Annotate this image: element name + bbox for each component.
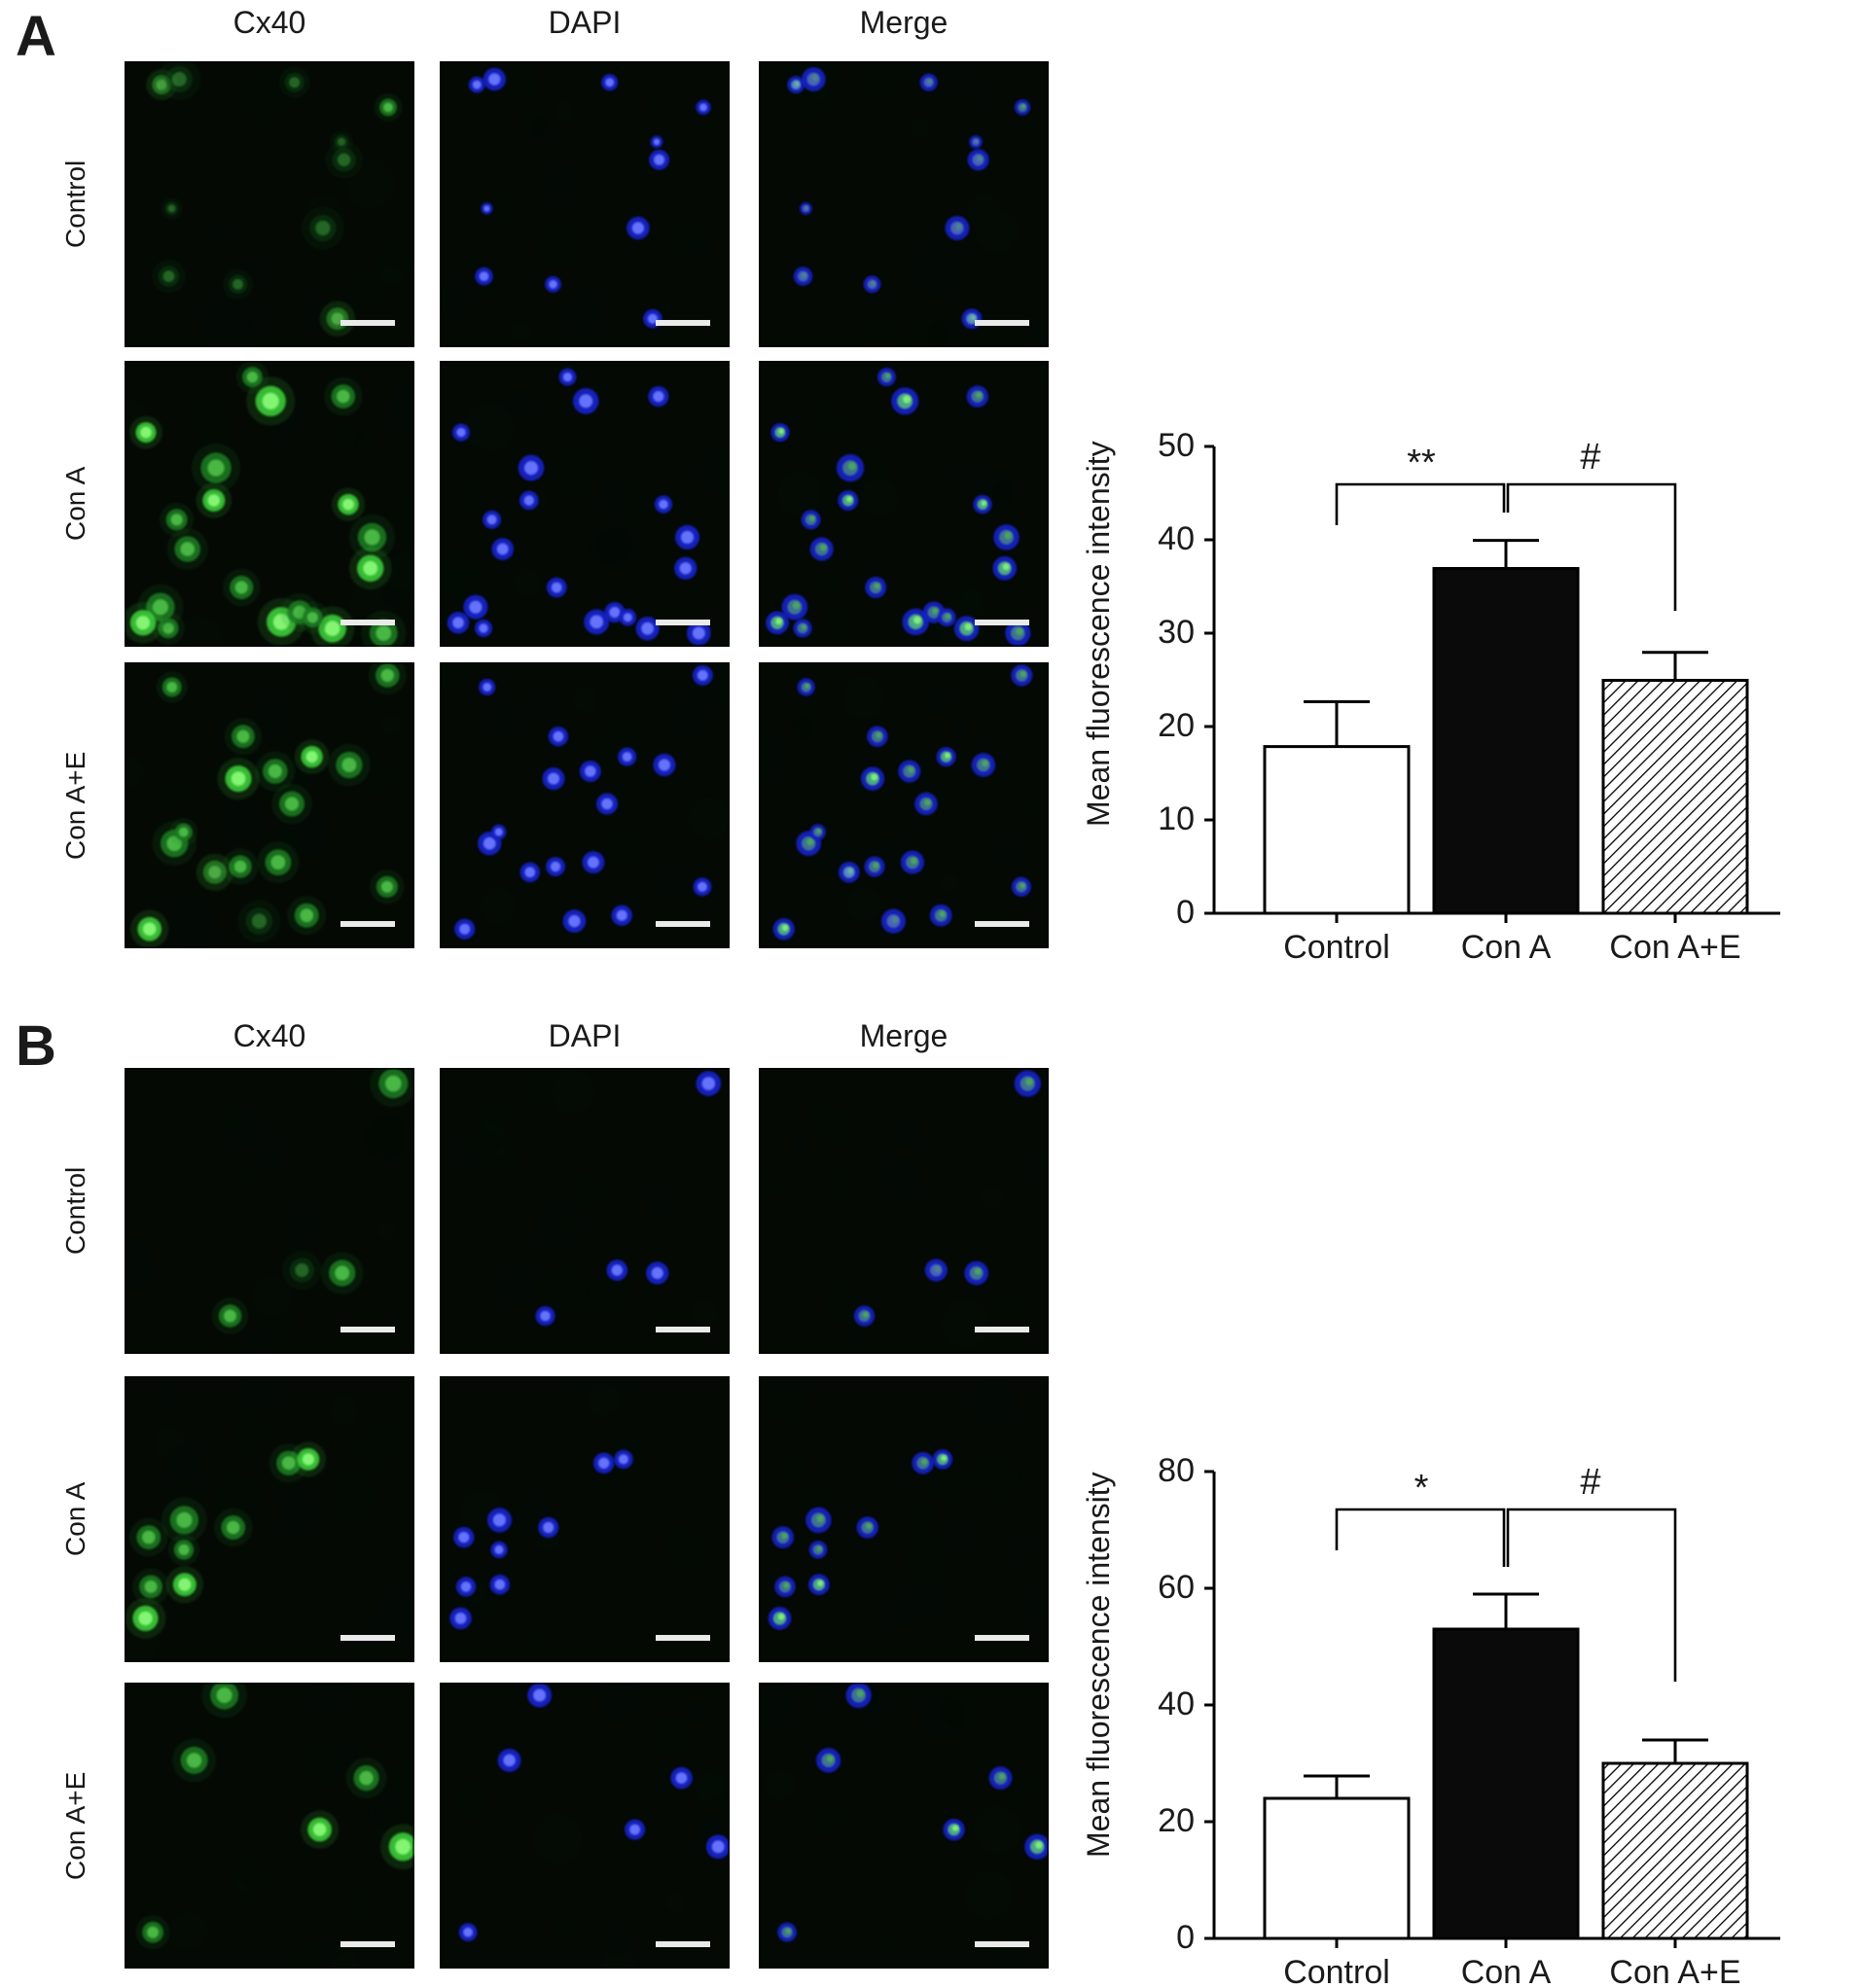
svg-text:Mean fluorescence intensity: Mean fluorescence intensity [1081, 1472, 1116, 1858]
svg-text:Mean fluorescence intensity: Mean fluorescence intensity [1081, 441, 1116, 827]
svg-text:0: 0 [1176, 894, 1195, 931]
svg-text:60: 60 [1158, 1569, 1195, 1606]
svg-text:**: ** [1407, 443, 1436, 483]
svg-text:*: * [1414, 1468, 1429, 1509]
svg-text:#: # [1580, 437, 1600, 478]
svg-text:Con A+E: Con A+E [1609, 1954, 1740, 1988]
svg-text:40: 40 [1158, 520, 1195, 557]
svg-text:Con A: Con A [1461, 1954, 1552, 1988]
svg-text:Control: Control [1283, 929, 1390, 966]
svg-text:20: 20 [1158, 1802, 1195, 1839]
svg-text:Control: Control [1283, 1954, 1390, 1988]
svg-text:10: 10 [1158, 800, 1195, 837]
svg-text:50: 50 [1158, 427, 1195, 464]
svg-text:Con A+E: Con A+E [1609, 929, 1740, 966]
svg-text:80: 80 [1158, 1452, 1195, 1489]
svg-text:40: 40 [1158, 1686, 1195, 1722]
svg-text:30: 30 [1158, 614, 1195, 651]
svg-text:0: 0 [1176, 1919, 1195, 1956]
svg-text:#: # [1580, 1462, 1600, 1503]
svg-text:20: 20 [1158, 707, 1195, 744]
svg-text:Con A: Con A [1461, 929, 1552, 966]
